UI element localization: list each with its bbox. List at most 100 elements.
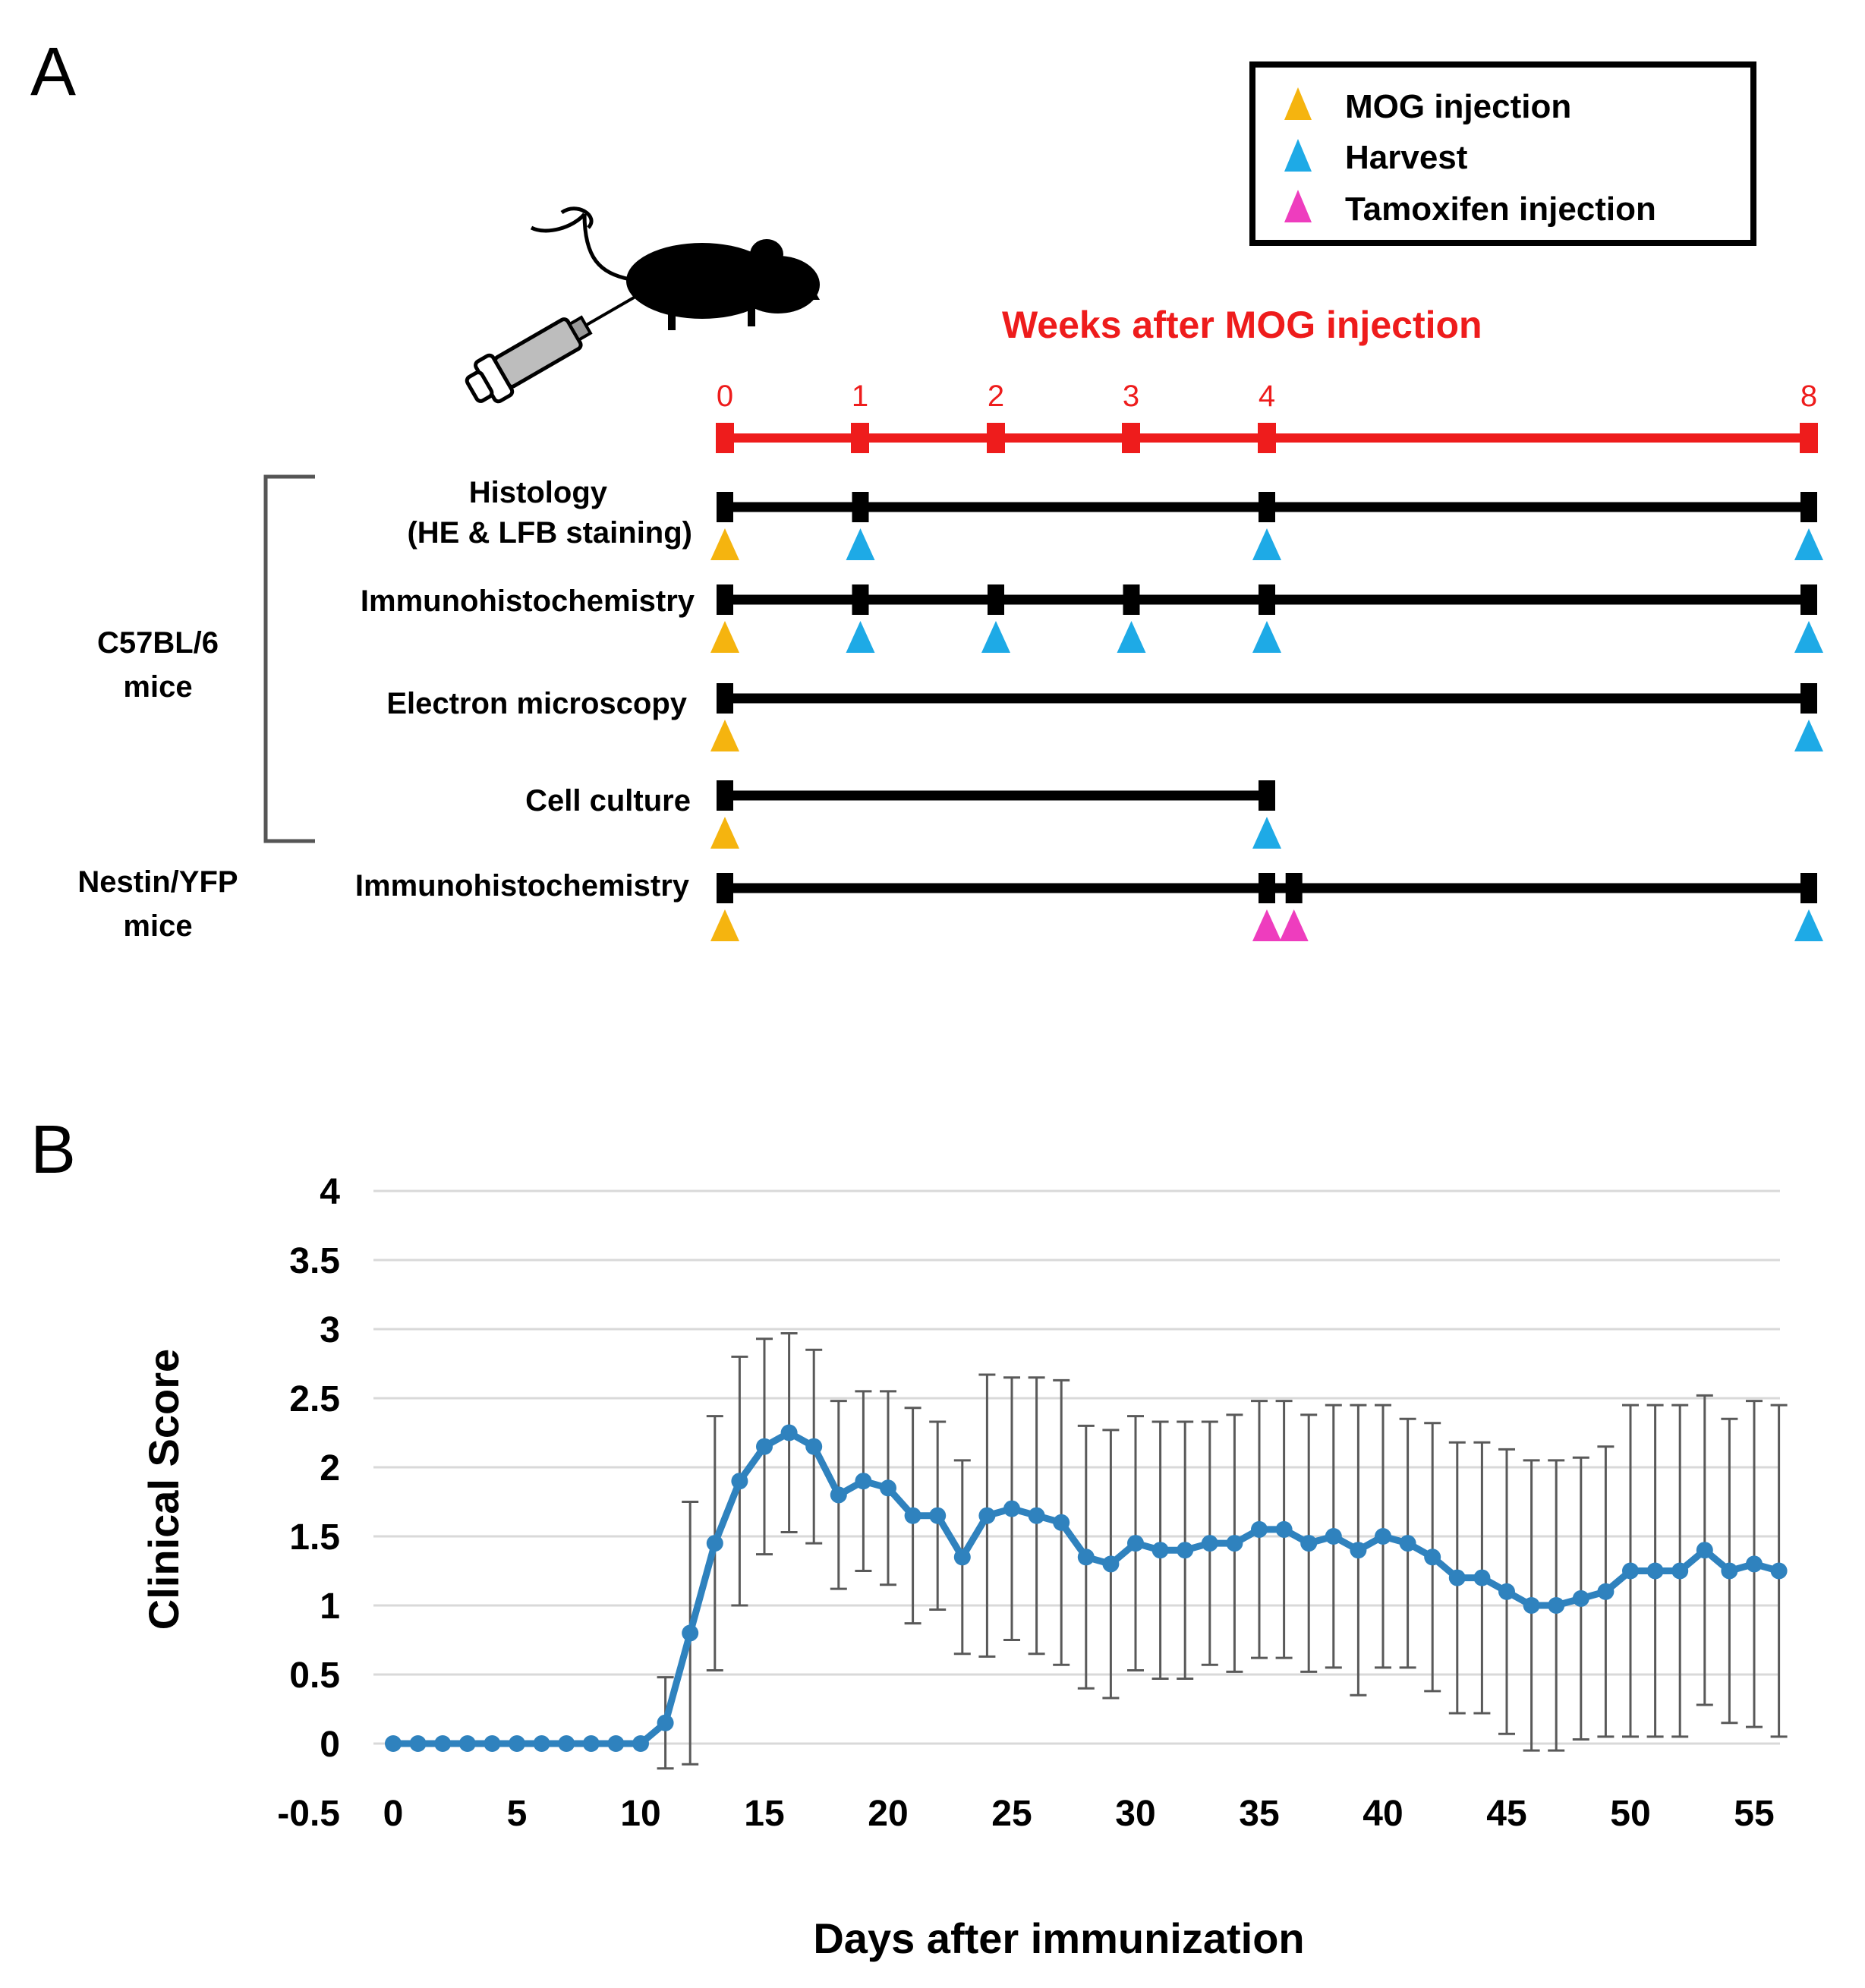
row-tick-week-8 [1800,873,1817,903]
data-point-day-21 [904,1507,921,1524]
data-point-day-27 [1053,1514,1070,1531]
data-point-day-24 [978,1507,996,1524]
x-tick-label: 20 [868,1794,908,1834]
data-point-day-6 [533,1735,550,1752]
data-point-day-15 [756,1438,773,1455]
x-tick-label: 5 [507,1794,528,1834]
harvest-marker-icon [1252,528,1281,560]
data-point-day-20 [880,1479,896,1497]
harvest-marker-icon [1794,909,1823,941]
panel-a-label: A [30,34,76,110]
timeline-rows [710,492,1823,941]
week-label-8: 8 [1800,380,1817,413]
row-tick-week-0 [717,873,733,903]
y-tick-label: 0 [320,1725,340,1765]
row-tick-week-0 [717,584,733,615]
row-tick-week-1 [852,584,869,615]
row-histology-label-line1: Histology [469,476,608,509]
mog-marker-icon [710,909,739,941]
weeks-timeline [716,423,1818,453]
data-point-day-33 [1201,1535,1218,1552]
data-point-day-54 [1721,1562,1738,1580]
x-tick-label: 30 [1115,1794,1155,1834]
data-point-day-36 [1275,1520,1293,1538]
x-tick-label: 10 [620,1794,660,1834]
row-tick-week-3 [1123,584,1140,615]
data-point-day-35 [1251,1520,1268,1538]
tamoxifen-marker-icon [1279,909,1309,941]
timeline-row-2 [710,683,1823,751]
data-point-day-32 [1177,1542,1194,1559]
row-em-label: Electron microscopy [386,687,687,720]
harvest-marker-icon [1794,621,1823,653]
mog-marker-icon [710,720,739,751]
data-point-day-23 [953,1548,971,1566]
week-label-4: 4 [1259,380,1275,413]
week-label-1: 1 [852,380,868,413]
row-tick-week-8 [1800,492,1817,522]
data-point-day-44 [1473,1569,1491,1586]
harvest-marker-icon [846,621,875,653]
data-point-day-56 [1770,1562,1788,1580]
data-point-day-42 [1424,1548,1441,1566]
data-point-day-1 [409,1735,427,1752]
week-label-0: 0 [717,380,733,413]
y-axis-title: Clinical Score [140,1349,187,1630]
mog-injection-icon [1284,87,1312,120]
harvest-icon [1284,139,1312,172]
harvest-marker-icon [1794,528,1823,560]
data-point-day-16 [780,1424,798,1441]
data-point-day-48 [1572,1589,1589,1607]
group-c57-label-line1: C57BL/6 [97,626,219,660]
x-tick-label: 40 [1363,1794,1403,1834]
data-point-day-31 [1151,1542,1169,1559]
data-point-day-30 [1127,1535,1144,1552]
data-point-day-17 [805,1438,823,1455]
y-tick-label: 1 [320,1586,340,1627]
data-point-day-43 [1448,1569,1466,1586]
data-point-day-3 [458,1735,476,1752]
harvest-marker-icon [1794,720,1823,751]
data-point-day-49 [1597,1583,1615,1600]
data-point-day-14 [731,1473,748,1490]
harvest-marker-icon [1252,817,1281,849]
data-point-day-12 [682,1624,699,1642]
timeline-row-1 [710,584,1823,653]
data-point-day-47 [1548,1597,1565,1614]
data-point-day-52 [1671,1562,1689,1580]
legend-mog-label: MOG injection [1345,88,1571,125]
x-tick-label: 50 [1610,1794,1650,1834]
y-tick-label: 1.5 [289,1517,340,1558]
y-tick-label: 4 [320,1172,340,1212]
row-tick-week-0 [717,780,733,811]
group-c57-label-line2: mice [123,670,192,704]
data-point-day-22 [929,1507,947,1524]
mog-marker-icon [710,621,739,653]
group-nestin-label-line1: Nestin/YFP [77,865,238,899]
data-point-day-53 [1696,1542,1713,1559]
harvest-marker-icon [846,528,875,560]
mog-marker-icon [710,528,739,560]
data-point-day-9 [607,1735,625,1752]
row-tick-week-0 [717,492,733,522]
tamoxifen-injection-icon [1284,190,1312,222]
weeks-axis-title: Weeks after MOG injection [1002,304,1482,346]
timeline-row-4 [710,873,1823,941]
x-tick-label: 55 [1734,1794,1774,1834]
y-tick-label: 2 [320,1448,340,1489]
data-point-day-28 [1077,1548,1095,1566]
data-point-day-10 [632,1735,649,1752]
week-label-3: 3 [1123,380,1139,413]
mog-marker-icon [710,817,739,849]
row-tick-week-2 [988,584,1004,615]
legend-tamoxifen-label: Tamoxifen injection [1345,191,1656,228]
row-histology-label-line2: (HE & LFB staining) [407,516,692,550]
data-point-day-8 [582,1735,600,1752]
data-point-day-0 [385,1735,402,1752]
data-point-day-37 [1300,1535,1318,1552]
data-point-day-34 [1226,1535,1243,1552]
data-point-day-25 [1003,1500,1020,1517]
data-point-day-13 [706,1535,723,1552]
group-nestin-label-line2: mice [123,909,192,943]
